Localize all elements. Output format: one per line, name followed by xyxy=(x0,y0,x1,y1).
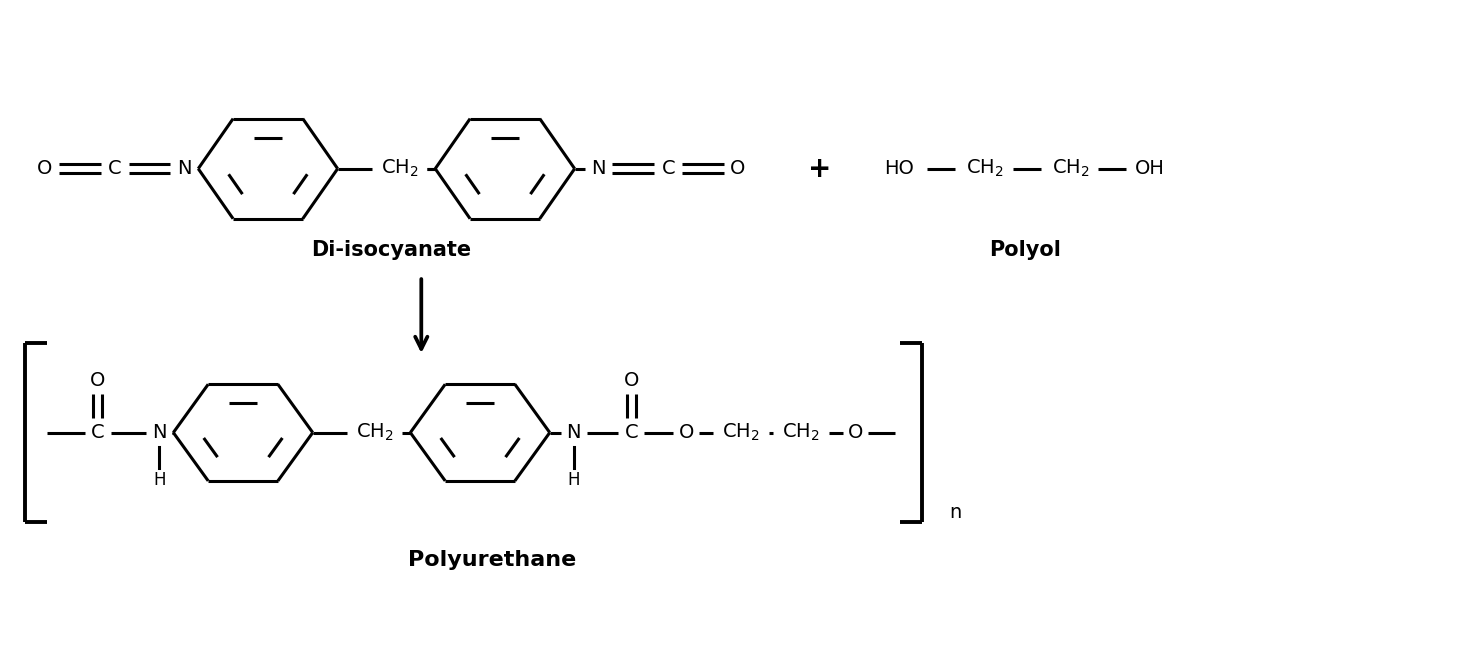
Text: N: N xyxy=(591,159,605,178)
Text: O: O xyxy=(731,159,746,178)
Text: n: n xyxy=(948,503,961,522)
Text: CH$_2$: CH$_2$ xyxy=(722,422,760,444)
Text: CH$_2$: CH$_2$ xyxy=(966,158,1004,179)
Text: N: N xyxy=(177,159,191,178)
Text: Polyol: Polyol xyxy=(989,241,1061,261)
Text: H: H xyxy=(568,471,579,489)
Text: N: N xyxy=(566,423,581,442)
Text: C: C xyxy=(90,423,105,442)
Text: C: C xyxy=(661,159,676,178)
Text: C: C xyxy=(624,423,638,442)
Text: Di-isocyanate: Di-isocyanate xyxy=(311,241,471,261)
Text: +: + xyxy=(808,154,832,183)
Text: HO: HO xyxy=(884,159,915,178)
Text: Polyurethane: Polyurethane xyxy=(409,550,576,570)
Text: O: O xyxy=(848,423,864,442)
Text: CH$_2$: CH$_2$ xyxy=(1052,158,1090,179)
Text: CH$_2$: CH$_2$ xyxy=(356,422,394,444)
Text: OH: OH xyxy=(1135,159,1166,178)
Text: O: O xyxy=(624,371,639,391)
Text: C: C xyxy=(108,159,121,178)
Text: N: N xyxy=(152,423,166,442)
Text: O: O xyxy=(90,371,105,391)
Text: O: O xyxy=(36,159,53,178)
Text: CH$_2$: CH$_2$ xyxy=(782,422,820,444)
Text: CH$_2$: CH$_2$ xyxy=(381,158,419,179)
Text: O: O xyxy=(678,423,694,442)
Text: H: H xyxy=(153,471,166,489)
